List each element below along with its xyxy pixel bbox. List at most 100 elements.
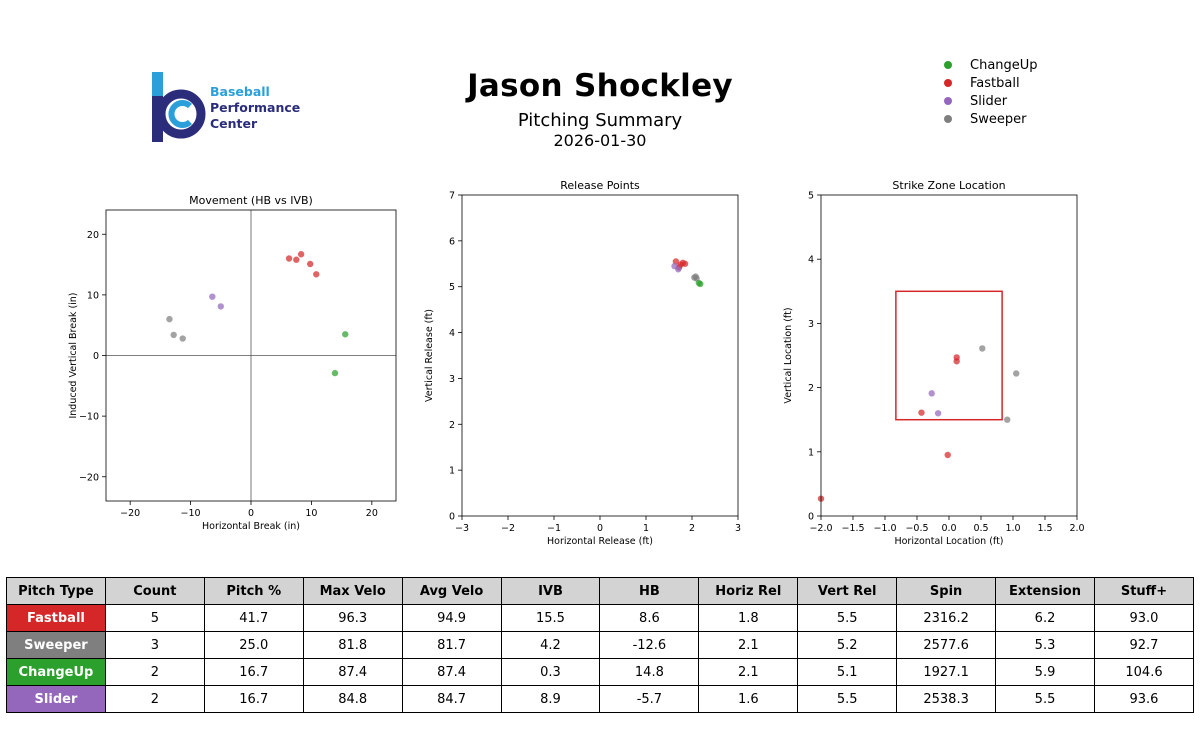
column-header: Vert Rel [797,577,898,605]
table-cell: 5.5 [995,685,1095,713]
point-slider [934,410,942,417]
table-row: ChangeUp 2 16.7 87.4 87.4 0.3 14.8 2.1 5.1 1927.1… [6,658,1195,686]
plot-frame [461,194,739,517]
table-cell: 81.7 [401,631,502,659]
legend-dot-icon [944,79,952,87]
point-fastball [918,409,925,416]
y-axis-label: Induced Vertical Break (in) [68,292,79,418]
charts-area: Movement (HB vs IVB)−20 −10 0 10 20−20−10010… [68,179,1085,547]
x-tick-label: 2.0 [1069,523,1084,534]
point-slider [217,303,224,310]
point-fastball [313,271,320,278]
table-cell: 92.7 [1093,631,1195,659]
y-tick-label: −10 [79,412,99,423]
x-axis-label: Horizontal Location (ft) [894,536,1003,547]
y-tick-label: 4 [449,328,455,339]
table-cell: 87.4 [401,658,502,686]
y-tick-label: −20 [79,472,99,483]
point-sweeper [179,335,186,342]
table-cell: 2.1 [698,658,799,686]
page-subtitle: Pitching Summary [517,110,683,131]
table-cell: 5.5 [797,604,898,632]
page-date: 2026-01-30 [553,131,647,150]
point-changeup [331,369,339,377]
chart-2: Release Points −3 −2 −1 0 1 2 3 0 1 2 3 4 5 6 7 Horizont… [424,179,741,547]
table-cell: 1.6 [698,685,799,713]
chart-title: Strike Zone Location [892,179,1005,192]
x-tick-label: 0 [248,508,254,519]
legend-item: Fastball [940,74,1038,92]
table-cell: 16.7 [203,685,304,713]
strike-zone-box [895,290,1003,421]
table-row: Fastball 5 41.7 96.3 94.9 15.5 8.6 1.8 5.5 2316.2… [6,604,1195,632]
y-tick-label: 5 [808,191,814,202]
legend-item: Slider [940,92,1038,110]
table-cell: 14.8 [599,658,700,686]
y-tick-label: 6 [449,236,455,247]
chart-title: Movement (HB vs IVB) [189,194,313,207]
x-tick-label: 1 [643,523,649,534]
logo-mark-icon [152,72,206,142]
point-changeup [342,331,349,338]
point-fastball [285,255,293,262]
legend-dot-icon [944,115,952,123]
point-slider [209,293,216,300]
logo-line-2: Performance [210,100,301,115]
x-tick-label: 0.0 [941,523,956,534]
x-tick-label: −3 [455,523,469,534]
legend-dot-icon [944,97,952,105]
legend-label: ChangeUp [970,57,1038,73]
table-cell: 2.1 [698,631,799,659]
table-cell: 5.9 [995,658,1095,686]
pitch-summary-table: Pitch Type Count Pitch % Max Velo Avg Velo IV… [6,577,1195,713]
column-header: Horiz Rel [698,577,799,605]
y-tick-label: 1 [449,466,455,477]
point-sweeper [979,345,986,352]
y-tick-label: 2 [449,420,455,431]
table-cell: 5.5 [797,685,898,713]
y-tick-label: 5 [449,282,455,293]
x-tick-label: 1.0 [1005,523,1020,534]
logo-line-3: Center [210,116,258,131]
point-slider [675,266,682,273]
y-tick-label: 20 [87,230,99,241]
table-cell: 81.8 [302,631,403,659]
y-tick-label: 0 [449,512,455,523]
legend-label: Sweeper [970,111,1027,127]
y-tick-label: 1 [808,447,814,458]
logo: Baseball Performance Center [150,70,320,146]
table-cell: 93.6 [1093,685,1195,713]
pitch-type-cell: Fastball [6,604,106,632]
column-header: Max Velo [302,577,403,605]
x-tick-label: 0.5 [973,523,988,534]
plot-frame [820,194,1078,517]
table-cell: 16.7 [203,658,304,686]
y-tick-label: 7 [449,191,455,202]
x-tick-label: 2 [689,523,695,534]
table-cell: 8.9 [500,685,601,713]
x-tick-label: −1 [547,523,561,534]
table-cell: 104.6 [1093,658,1195,686]
table-cell: 5 [104,604,205,632]
x-tick-label: 3 [735,523,741,534]
y-axis-label: Vertical Release (ft) [424,309,435,402]
table-cell: 1927.1 [896,658,997,686]
chart-3: Strike Zone Location −2.0 −1.5 −1.0 −0.5 0.0 0… [783,179,1085,547]
table-cell: 25.0 [203,631,304,659]
legend: ChangeUp Fastball Slider Sweeper [940,56,1038,128]
table-cell: 15.5 [500,604,601,632]
column-header: Spin [896,577,997,605]
table-cell: 8.6 [599,604,700,632]
point-sweeper [170,331,177,339]
pitch-type-cell: Sweeper [6,631,106,659]
table-cell: 2 [104,658,205,686]
table-header-row: Pitch Type Count Pitch % Max Velo Avg Velo IV… [6,577,1195,605]
table-row: Sweeper 3 25.0 81.8 81.7 4.2 -12.6 2.1 5.2 2577.6… [6,631,1195,659]
table-cell: 2538.3 [896,685,997,713]
y-tick-label: 0 [93,351,99,362]
page-title: Jason Shockley [467,68,733,104]
table-cell: 87.4 [302,658,403,686]
column-header: HB [599,577,700,605]
x-tick-label: −2.0 [809,523,832,534]
table-cell: 4.2 [500,631,601,659]
